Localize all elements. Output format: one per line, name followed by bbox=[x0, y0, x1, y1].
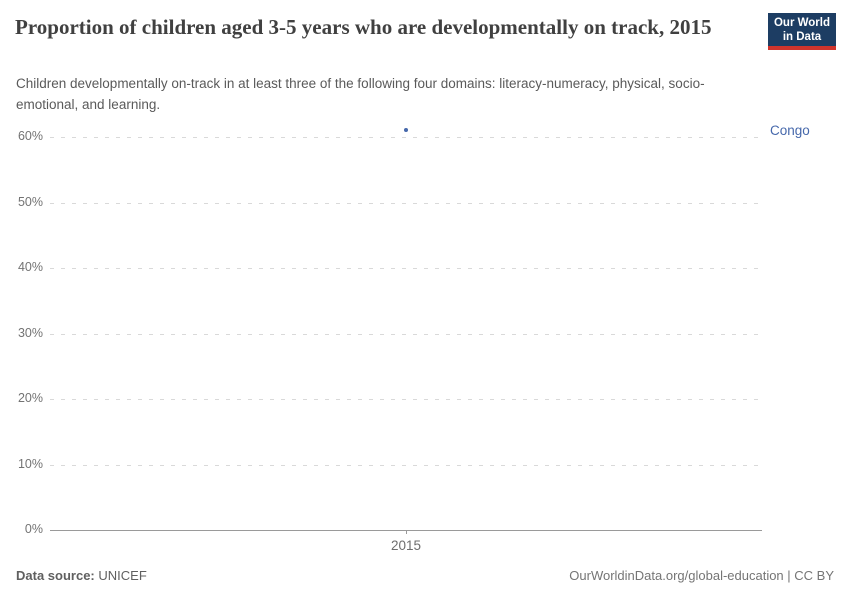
owid-logo-line1: Our World bbox=[773, 16, 830, 29]
gridline bbox=[50, 333, 762, 335]
gridline bbox=[50, 137, 762, 138]
owid-logo-line2: in Data bbox=[782, 30, 822, 43]
x-axis-line bbox=[50, 530, 762, 531]
y-axis-tick-label: 0% bbox=[24, 522, 43, 536]
gridline bbox=[50, 268, 762, 269]
gridline bbox=[50, 202, 762, 204]
gridline bbox=[50, 464, 762, 466]
data-source-value: UNICEF bbox=[98, 568, 147, 583]
entity-label-congo[interactable]: Congo bbox=[770, 123, 810, 139]
chart-title: Proportion of children aged 3-5 years wh… bbox=[15, 15, 712, 39]
gridline bbox=[50, 399, 762, 400]
x-axis-tick-label: 2015 bbox=[390, 538, 422, 553]
y-axis-tick-label: 20% bbox=[17, 391, 43, 405]
y-axis-tick-label: 10% bbox=[17, 456, 43, 471]
data-source-note: Data source: UNICEF bbox=[16, 568, 147, 583]
attribution-link[interactable]: OurWorldinData.org/global-education | CC… bbox=[569, 568, 834, 583]
y-axis-tick-label: 60% bbox=[17, 129, 43, 143]
chart-subtitle: Children developmentally on-track in at … bbox=[16, 76, 705, 112]
y-axis-tick-label: 40% bbox=[17, 260, 43, 274]
x-axis-tick-mark bbox=[406, 530, 407, 534]
data-source-label: Data source: bbox=[16, 568, 95, 583]
y-axis-tick-label: 30% bbox=[17, 325, 43, 340]
y-axis-tick-label: 50% bbox=[17, 194, 43, 209]
data-point-congo[interactable] bbox=[404, 128, 408, 133]
owid-logo: Our World in Data bbox=[768, 13, 836, 50]
